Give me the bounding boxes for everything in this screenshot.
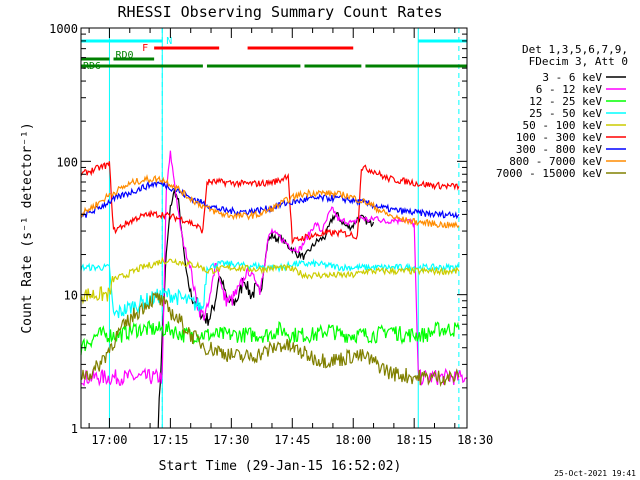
flag-label-f: F (142, 43, 148, 54)
y-tick-label: 1000 (49, 22, 78, 36)
x-tick-label: 17:45 (274, 433, 310, 447)
series-line-8 (80, 292, 460, 388)
plot-frame (80, 27, 468, 429)
series-line-5 (80, 161, 460, 245)
y-tick-label: 1 (71, 422, 78, 436)
series-line-6 (80, 178, 460, 220)
x-tick-label: 17:15 (152, 433, 188, 447)
y-axis-label: Count Rate (s⁻¹ detector⁻¹) (20, 122, 35, 333)
x-tick-label: 17:30 (213, 433, 249, 447)
legend-label-7: 800 - 7000 keV (509, 155, 602, 168)
legend-label-0: 3 - 6 keV (542, 71, 602, 84)
x-tick-label: 18:00 (335, 433, 371, 447)
series-line-2 (80, 320, 460, 356)
flag-label-rd6: RD6 (83, 61, 101, 72)
axis-layer: 1 10 100 1000 17:00 17:15 17:30 17:45 18:00 18:15… (49, 22, 493, 447)
legend-label-8: 7000 - 15000 keV (496, 167, 602, 180)
legend-label-4: 50 - 100 keV (523, 119, 603, 132)
series-line-4 (80, 256, 460, 305)
legend-label-3: 25 - 50 keV (529, 107, 602, 120)
y-tick-label: 10 (64, 289, 78, 303)
legend-header-1: Det 1,3,5,6,7,9, (522, 43, 628, 56)
render-timestamp: 25-Oct-2021 19:41 (554, 469, 636, 478)
x-tick-label: 17:00 (91, 433, 127, 447)
series-line-7 (80, 173, 460, 229)
x-tick-label: 18:30 (457, 433, 493, 447)
chart-title: RHESSI Observing Summary Count Rates (117, 3, 442, 21)
flag-label-rd0: RD0 (116, 50, 134, 61)
x-tick-label: 18:15 (396, 433, 432, 447)
legend-label-5: 100 - 300 keV (516, 131, 602, 144)
plot-layer: N F RD0 RD6 (80, 28, 468, 429)
x-axis-label: Start Time (29-Jan-15 16:52:02) (159, 459, 402, 474)
legend-label-1: 6 - 12 keV (536, 83, 603, 96)
series-line-1 (80, 150, 468, 387)
legend-label-2: 12 - 25 keV (529, 95, 602, 108)
legend-header-2: FDecim 3, Att 0 (529, 55, 628, 68)
y-tick-label: 100 (56, 155, 78, 169)
legend-label-6: 300 - 800 keV (516, 143, 602, 156)
flag-label-n: N (166, 36, 172, 47)
